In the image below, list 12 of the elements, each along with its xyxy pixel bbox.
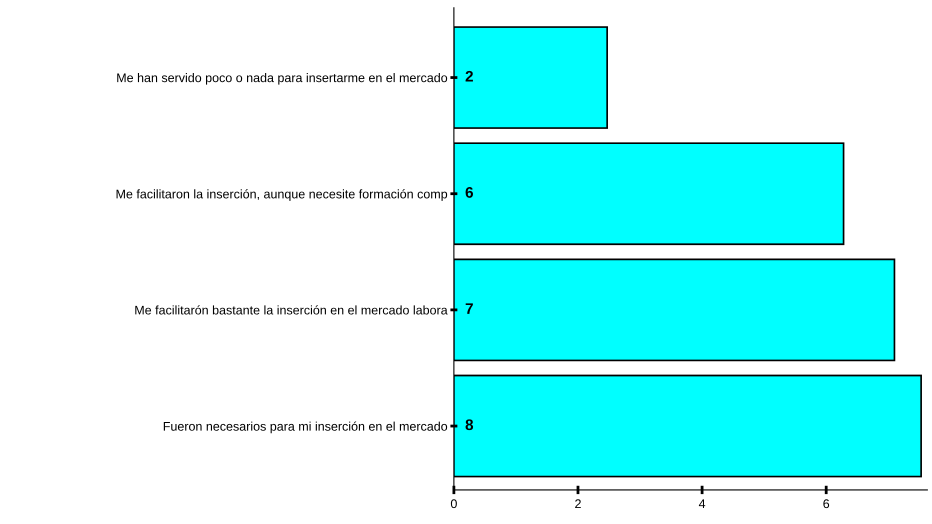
y-tick-label: Fueron necesarios para mi inserción en el mercado	[164, 421, 448, 434]
x-tick-label: 4	[698, 499, 706, 508]
y-tick-label: Me facilitarón bastante la inserción en el mercado labora	[135, 305, 448, 315]
data-label: 2	[466, 70, 473, 82]
x-tick-label: 6	[823, 499, 830, 508]
data-label: 8	[466, 419, 474, 430]
x-tick-label: 0	[450, 499, 457, 508]
data-label: 7	[466, 303, 473, 314]
y-tick-label: Me facilitaron la inserción, aunque necesite formación comp	[116, 189, 448, 201]
data-label: 6	[466, 187, 473, 198]
x-tick-label: 2	[575, 499, 581, 508]
y-tick-label: Me han servido poco o nada para insertarme en el mercado	[117, 73, 448, 85]
